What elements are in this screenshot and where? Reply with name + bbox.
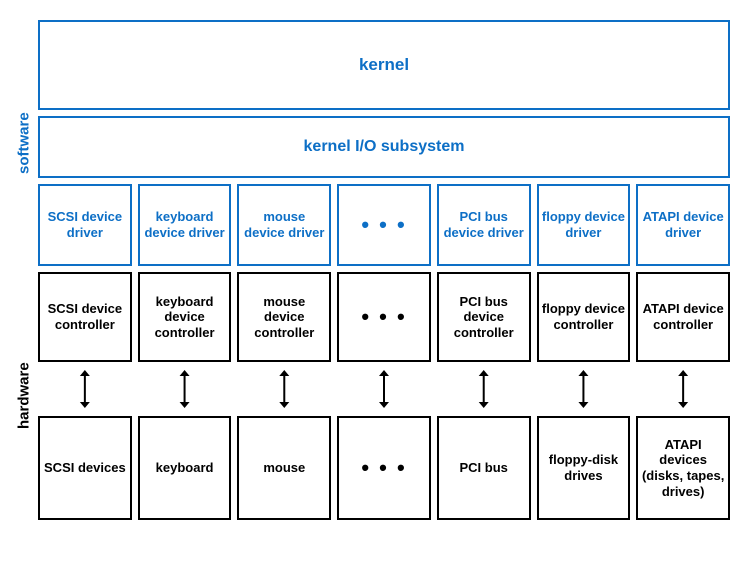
device-mouse: mouse	[237, 416, 331, 520]
controller-keyboard: keyboard device controller	[138, 272, 232, 362]
controller-mouse: mouse device controller	[237, 272, 331, 362]
device-keyboard: keyboard	[138, 416, 232, 520]
controller-atapi: ATAPI device controller	[636, 272, 730, 362]
software-side-label: software	[10, 20, 38, 266]
arrows-row	[38, 368, 730, 410]
device-floppy: floppy-disk drives	[537, 416, 631, 520]
hardware-content: SCSI device controller keyboard device c…	[38, 272, 730, 520]
kernel-box: kernel	[38, 20, 730, 110]
controller-ellipsis: • • •	[337, 272, 431, 362]
device-atapi: ATAPI devices (disks, tapes, drives)	[636, 416, 730, 520]
driver-scsi: SCSI device driver	[38, 184, 132, 266]
driver-ellipsis: • • •	[337, 184, 431, 266]
software-content: kernel kernel I/O subsystem SCSI device …	[38, 20, 730, 266]
software-section: software kernel kernel I/O subsystem SCS…	[10, 20, 730, 266]
kernel-io-structure-diagram: software kernel kernel I/O subsystem SCS…	[10, 20, 730, 520]
driver-floppy: floppy device driver	[537, 184, 631, 266]
driver-pci: PCI bus device driver	[437, 184, 531, 266]
controller-floppy: floppy device controller	[537, 272, 631, 362]
device-ellipsis: • • •	[337, 416, 431, 520]
drivers-row: SCSI device driver keyboard device drive…	[38, 184, 730, 266]
device-scsi: SCSI devices	[38, 416, 132, 520]
io-subsystem-box: kernel I/O subsystem	[38, 116, 730, 178]
controller-pci: PCI bus device controller	[437, 272, 531, 362]
hardware-side-label: hardware	[10, 272, 38, 520]
devices-row: SCSI devices keyboard mouse • • • PCI bu…	[38, 416, 730, 520]
controller-scsi: SCSI device controller	[38, 272, 132, 362]
hardware-section: hardware SCSI device controller keyboard…	[10, 272, 730, 520]
driver-keyboard: keyboard device driver	[138, 184, 232, 266]
driver-atapi: ATAPI device driver	[636, 184, 730, 266]
device-pci: PCI bus	[437, 416, 531, 520]
controllers-row: SCSI device controller keyboard device c…	[38, 272, 730, 362]
bidirectional-arrows	[38, 368, 730, 410]
driver-mouse: mouse device driver	[237, 184, 331, 266]
